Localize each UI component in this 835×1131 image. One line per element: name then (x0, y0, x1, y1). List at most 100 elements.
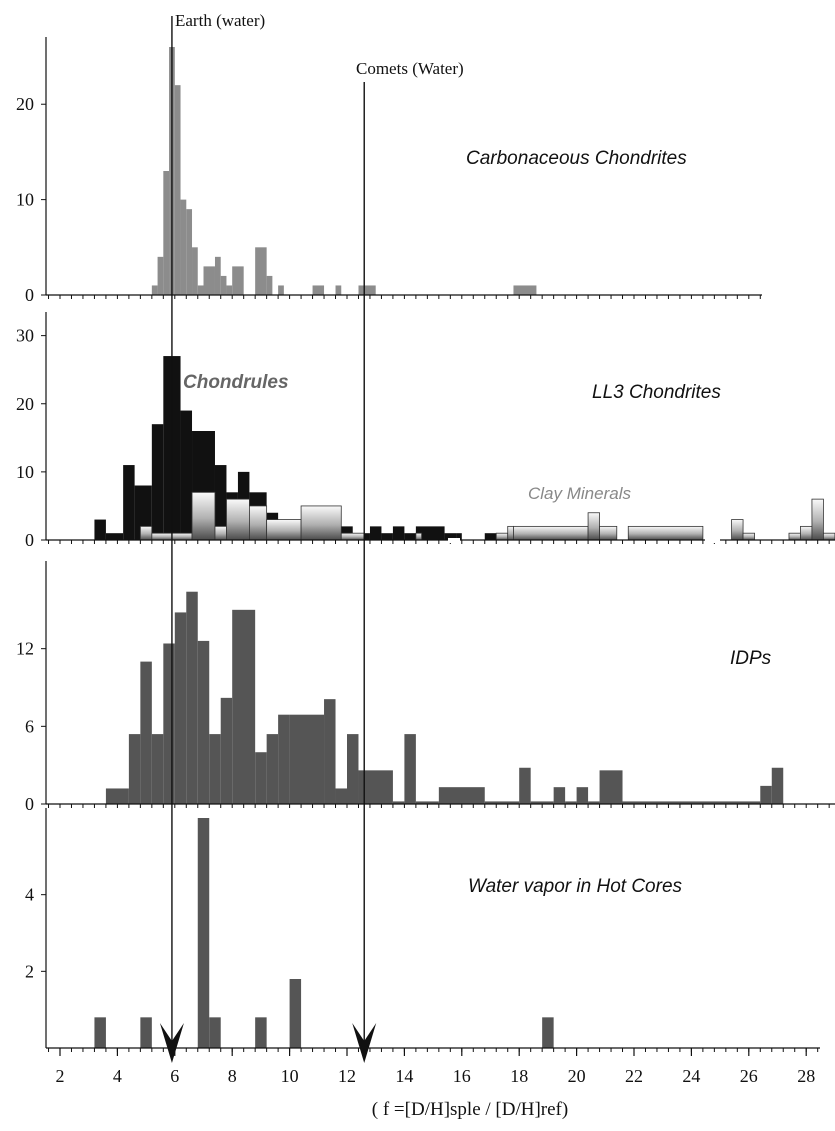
histogram-bar (576, 787, 589, 804)
histogram-bar (266, 734, 279, 804)
clay-mineral-bar (214, 525, 227, 541)
histogram-bar (358, 285, 376, 295)
histogram-bar (392, 801, 405, 804)
histogram-bar (203, 266, 215, 295)
panel-label-carbonaceous: Carbonaceous Chondrites (466, 148, 687, 169)
chondrule-bar (369, 526, 382, 540)
chondrule-bar (214, 465, 227, 540)
y-tick-label: 4 (25, 885, 34, 905)
histogram-bar (226, 285, 233, 295)
histogram-bar (163, 643, 175, 804)
clay-mineral-bar (811, 498, 824, 541)
histogram-bar (278, 714, 290, 804)
clay-mineral-bar (823, 532, 835, 541)
clay-mineral-bar (191, 491, 216, 541)
y-tick-label: 12 (16, 639, 34, 659)
x-tick-label: 8 (228, 1066, 237, 1086)
marker-arrowhead (352, 1023, 377, 1063)
histogram-bar (335, 788, 347, 804)
histogram-bar (530, 801, 554, 804)
clay-mineral-bar (788, 532, 801, 541)
histogram-bar (438, 787, 485, 804)
panel-1: 0 10 20 30 (16, 312, 835, 550)
histogram-bar (197, 640, 210, 804)
histogram-bar (174, 85, 181, 296)
x-tick-label: 24 (682, 1066, 700, 1086)
x-tick-label: 14 (395, 1066, 413, 1086)
y-tick-label: 2 (25, 961, 34, 981)
histogram-bar (553, 787, 566, 804)
histogram-bar (151, 734, 164, 804)
panel-3: 24 (25, 808, 820, 1052)
histogram-bar (214, 256, 221, 295)
histogram-bar (163, 171, 170, 295)
x-tick-label: 10 (281, 1066, 299, 1086)
chondrule-bar (444, 533, 457, 540)
y-tick-label: 10 (16, 190, 34, 210)
series-label-clay-minerals: Clay Minerals (528, 484, 631, 503)
histogram-bar (335, 285, 342, 295)
chondrule-bar (484, 533, 497, 540)
earth-water-label: Earth (water) (175, 11, 265, 30)
clay-mineral-bar (300, 505, 342, 541)
histogram-bar (415, 801, 439, 804)
y-tick-label: 0 (25, 794, 34, 814)
histogram-bar (232, 609, 256, 804)
histogram-bar (312, 285, 325, 295)
clay-mineral-bar (627, 525, 704, 541)
y-tick-label: 0 (25, 530, 34, 550)
histogram-bar (255, 752, 267, 804)
histogram-bar (186, 591, 198, 804)
histogram-bar (542, 1017, 554, 1048)
x-tick-label: 22 (625, 1066, 643, 1086)
marker-lines (159, 16, 377, 1063)
histogram-bar (760, 785, 772, 804)
histogram-bar (599, 770, 623, 804)
histogram-bar (186, 209, 193, 295)
histogram-bar (220, 275, 227, 295)
histogram-bar (513, 285, 537, 295)
histogram-bar (140, 1017, 152, 1048)
histogram-bar (255, 1017, 267, 1048)
panel-label-ll3: LL3 Chondrites (592, 382, 721, 403)
clay-mineral-bar (513, 525, 589, 541)
clay-mineral-bar (731, 519, 744, 541)
x-tick-label: 26 (740, 1066, 758, 1086)
chondrule-bar (404, 533, 416, 540)
histogram-bar (565, 801, 577, 804)
y-tick-label: 0 (25, 285, 34, 305)
y-tick-label: 6 (25, 716, 34, 736)
axis-break (448, 538, 460, 543)
histogram-bar (128, 734, 141, 804)
histogram-bar (519, 767, 531, 804)
clay-mineral-bar (340, 532, 365, 541)
series-label-chondrules: Chondrules (183, 372, 289, 393)
marker-arrowhead (159, 1023, 184, 1063)
x-tick-label: 18 (510, 1066, 528, 1086)
histogram-bar (278, 285, 284, 295)
x-tick-label: 2 (56, 1066, 65, 1086)
x-axis-title: ( f =[D/H]sple / [D/H]ref) (372, 1099, 568, 1120)
panel-label-hot-cores: Water vapor in Hot Cores (468, 876, 683, 897)
chondrule-bar (105, 533, 124, 540)
clay-mineral-bar (495, 532, 509, 541)
clay-mineral-bar (266, 519, 302, 541)
y-tick-label: 10 (16, 462, 34, 482)
clay-mineral-bar (507, 525, 514, 541)
histogram-bar (209, 1017, 221, 1048)
histogram-bar (180, 199, 187, 295)
histogram-bar (209, 734, 221, 804)
histogram-bar (174, 612, 187, 804)
clay-mineral-bar (249, 505, 268, 541)
histogram-bar (255, 247, 267, 295)
chondrule-bar (415, 526, 445, 540)
axis-break (705, 538, 720, 543)
histogram-bar (140, 661, 152, 804)
x-tick-label: 4 (113, 1066, 122, 1086)
chondrule-bar (151, 424, 164, 540)
x-axis: 2 4 6 8 10 12 14 16 18 20 22 24 26 28 (56, 1048, 815, 1086)
comets-water-label: Comets (Water) (356, 59, 464, 78)
histogram-bar (404, 734, 416, 804)
